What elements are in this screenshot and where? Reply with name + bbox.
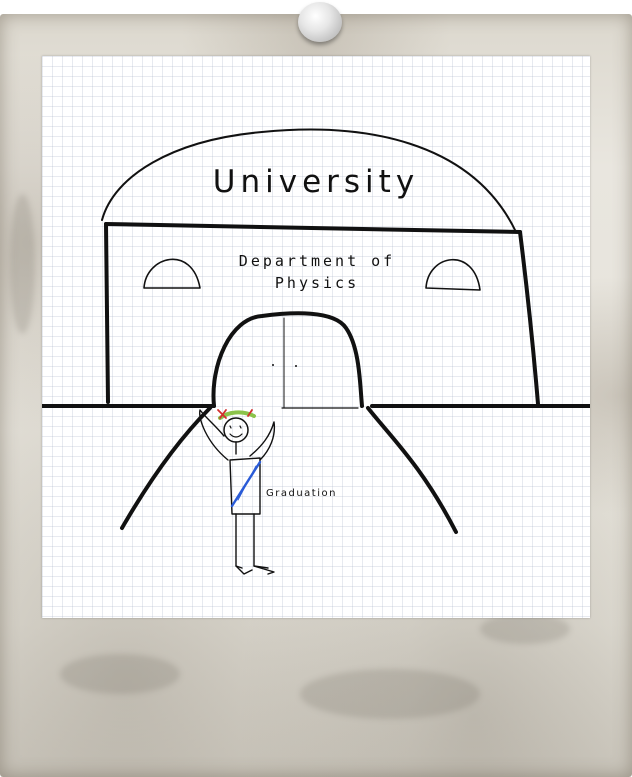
wreath-berries — [217, 409, 253, 419]
graduation-sash-edge — [237, 465, 257, 501]
path-right-edge — [366, 406, 458, 534]
frame-stain — [10, 194, 35, 334]
building-right-wall — [518, 230, 540, 406]
university-title: University — [212, 164, 420, 200]
laurel-wreath — [218, 410, 256, 420]
frame-stain — [480, 614, 570, 644]
department-line-1: Department of — [238, 252, 396, 270]
path-left-edge — [120, 406, 212, 530]
person-head — [223, 417, 249, 443]
window-right — [425, 258, 481, 291]
grid-paper-drawing: University Department of Physics Graduat… — [42, 56, 590, 618]
arch-doorway — [211, 311, 364, 408]
frame-stain — [60, 654, 180, 694]
building-left-wall — [104, 222, 110, 404]
person-feet — [235, 565, 275, 575]
door-handles — [272, 364, 297, 367]
person-torso — [229, 457, 261, 515]
person-right-arm — [249, 421, 276, 461]
dome-outline — [101, 128, 517, 233]
building-roofline — [104, 222, 522, 234]
sash-label: Graduation — [266, 488, 337, 499]
pushpin-icon — [298, 2, 342, 42]
sketch-canvas — [42, 128, 590, 575]
department-label: Department of Physics — [202, 250, 432, 294]
person-legs — [235, 513, 269, 569]
department-line-2: Physics — [274, 274, 360, 292]
person-face — [229, 425, 243, 438]
person-left-arm — [199, 409, 229, 461]
frame-stain — [300, 669, 480, 719]
window-left — [143, 258, 201, 289]
